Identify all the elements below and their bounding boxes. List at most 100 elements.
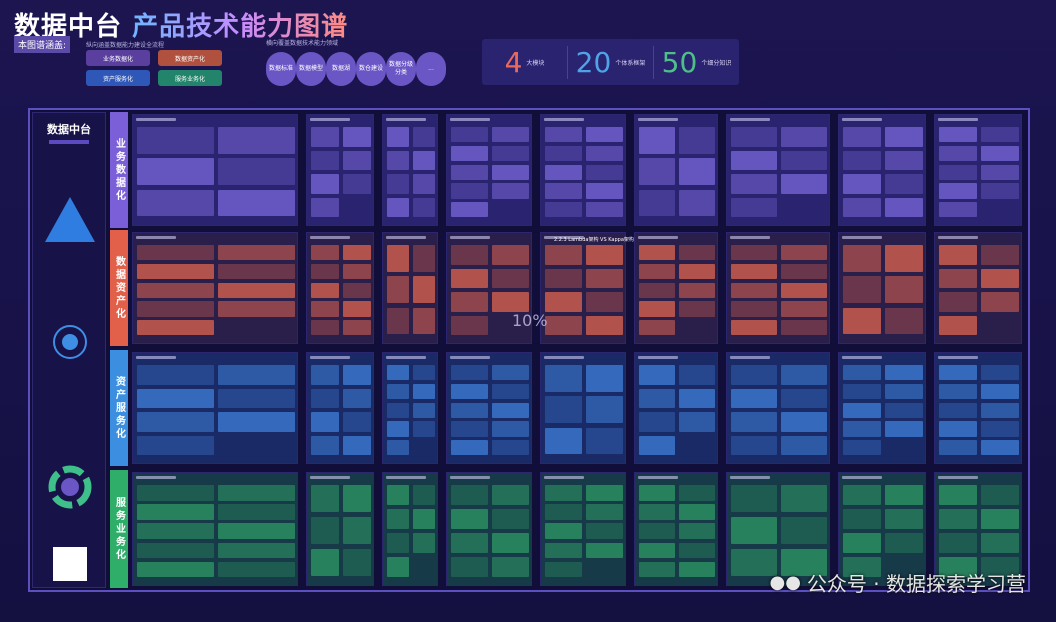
panel-block <box>843 127 881 147</box>
domain-item: 数据标准 <box>266 52 296 86</box>
scope-item: 业务数据化 <box>86 50 150 66</box>
panel-block <box>545 523 582 539</box>
panel-block <box>311 301 339 317</box>
panel-block <box>639 561 675 578</box>
capability-panel <box>634 232 718 344</box>
panel-block <box>731 127 777 147</box>
panel-block <box>492 365 529 381</box>
panel-block <box>781 301 827 317</box>
panel-block <box>843 440 881 456</box>
panel-block <box>639 365 675 385</box>
panel-block <box>545 245 582 265</box>
panel-block <box>939 421 977 437</box>
panel-block <box>545 365 582 392</box>
panel-block <box>492 509 529 529</box>
horizontal-caption: 横向覆盖数据技术能力领域 <box>266 40 339 47</box>
panel-block <box>679 504 715 520</box>
panel-block <box>639 485 675 501</box>
stat-item: 20 个体系框架 <box>568 45 654 79</box>
panel-block <box>781 388 827 408</box>
panel-block <box>492 402 529 418</box>
wechat-icon: ●● <box>769 572 801 593</box>
panel-block <box>639 412 675 432</box>
panel-title-bar <box>638 118 678 121</box>
panel-block <box>939 509 977 529</box>
capability-panel <box>540 472 626 586</box>
domain-item: 数仓建设 <box>356 52 386 86</box>
panel-block <box>586 427 623 455</box>
panel-block <box>781 245 827 261</box>
capability-panel <box>306 472 374 586</box>
panel-title-bar <box>450 476 490 479</box>
panel-block <box>413 402 435 418</box>
panel-block <box>731 388 777 408</box>
panel-block <box>679 412 715 432</box>
panel-block <box>843 276 881 303</box>
panel-block <box>311 245 339 261</box>
panel-block <box>137 320 214 336</box>
panel-block <box>343 412 371 432</box>
panel-block <box>387 174 409 194</box>
panel-block <box>492 421 529 437</box>
page-title: 数据中台 产品技术能力图谱 <box>14 12 349 42</box>
panel-block <box>387 245 409 272</box>
panel-block <box>545 183 582 199</box>
panel-block <box>939 202 977 218</box>
panel-block <box>981 440 1019 456</box>
panel-block <box>343 245 371 261</box>
panel-block <box>981 421 1019 437</box>
panel-title-bar <box>730 118 770 121</box>
panel-block <box>981 127 1019 143</box>
capability-panel <box>382 352 438 464</box>
panel-block <box>679 127 715 154</box>
panel-block <box>639 504 675 520</box>
panel-block <box>885 307 923 335</box>
left-column: 数据中台 <box>32 112 106 588</box>
panel-block <box>639 127 675 154</box>
panel-block <box>843 509 881 529</box>
panel-block <box>492 383 529 399</box>
panel-block <box>843 533 881 553</box>
panel-block <box>731 245 777 261</box>
panel-block <box>843 174 881 194</box>
panel-block <box>492 268 529 288</box>
capability-panel <box>726 472 830 586</box>
stat-item: 50 个细分知识 <box>654 46 739 79</box>
panel-block <box>137 263 214 279</box>
cover-label: 本图谱涵盖: <box>14 36 71 53</box>
panel-block <box>387 307 409 335</box>
panel-block <box>387 127 409 147</box>
panel-block <box>545 427 582 455</box>
panel-block <box>137 365 214 385</box>
panel-block <box>885 197 923 217</box>
panel-block <box>311 127 339 147</box>
panel-block <box>218 189 295 217</box>
panel-block <box>343 150 371 170</box>
panel-block <box>843 365 881 381</box>
panel-block <box>545 292 582 312</box>
capability-panel <box>634 352 718 464</box>
capability-panel <box>934 114 1022 226</box>
capability-panel <box>446 232 532 344</box>
panel-block <box>939 164 977 180</box>
panel-block <box>451 421 488 437</box>
panel-block <box>679 388 715 408</box>
panel-block <box>939 365 977 381</box>
percent-figure: 10% <box>512 311 548 330</box>
panel-block <box>311 263 339 279</box>
panel-block <box>981 365 1019 381</box>
panel-block <box>311 320 339 336</box>
panel-block <box>413 365 435 381</box>
panel-block <box>781 549 827 577</box>
panel-block <box>343 485 371 513</box>
panel-title-bar <box>638 356 678 359</box>
panel-block <box>451 292 488 312</box>
panel-block <box>731 174 777 194</box>
panel-block <box>413 307 435 335</box>
panel-block <box>137 189 214 217</box>
panel-block <box>218 365 295 385</box>
panel-block <box>218 485 295 501</box>
panel-block <box>586 127 623 143</box>
panel-title-bar <box>842 476 882 479</box>
panel-block <box>981 533 1019 553</box>
